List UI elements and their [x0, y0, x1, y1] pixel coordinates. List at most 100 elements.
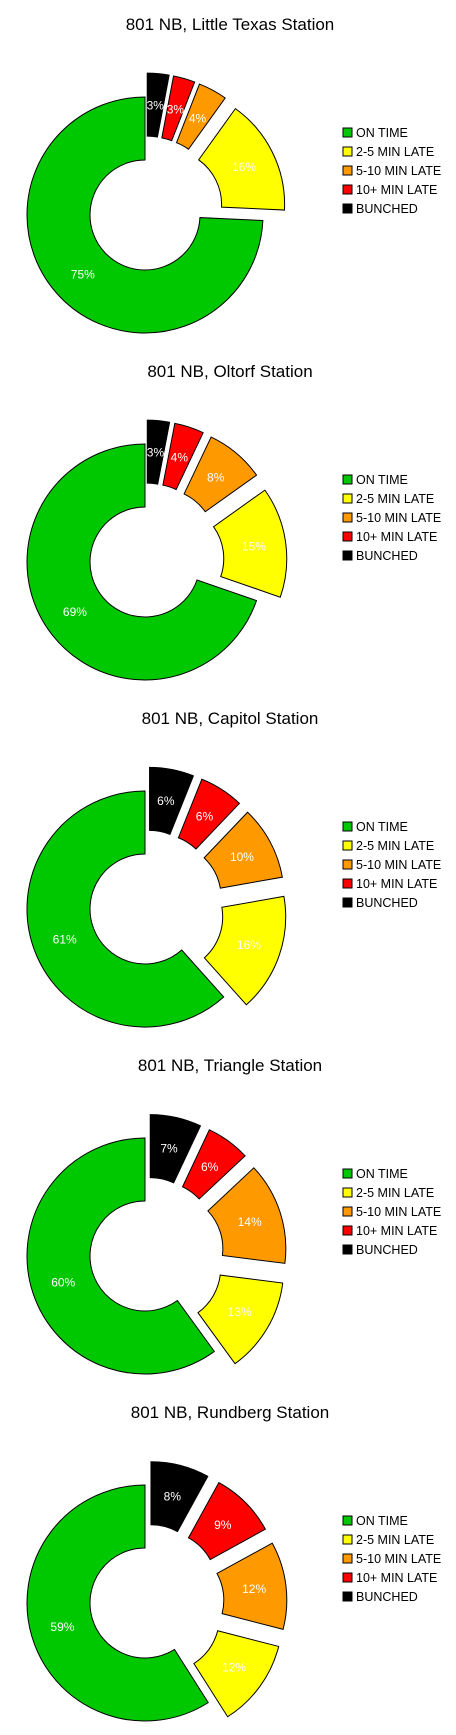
donut-chart-2: 801 NB, Oltorf Station 3% 4% 8% 15% 69% ON TIM… [0, 347, 456, 694]
legend-swatch-on-time [342, 821, 353, 832]
legend-swatch-2-5-min-late [342, 146, 353, 157]
slice-label-2-5-min-late: 13% [228, 1305, 252, 1319]
chart-svg: 801 NB, Capitol Station 6% 6% 10% 16% 61% ON T… [26, 709, 441, 1028]
slice-bunched [149, 766, 195, 836]
legend-swatch-on-time [342, 1515, 353, 1526]
slice-10plus-min-late [177, 778, 241, 850]
slice-5-10-min-late [183, 436, 258, 513]
slice-on-time [26, 96, 264, 334]
donut-chart-3: 801 NB, Capitol Station 6% 6% 10% 16% 61% ON T… [0, 694, 456, 1041]
chart-title: 801 NB, Capitol Station [142, 709, 319, 728]
slice-2-5-min-late [197, 107, 286, 211]
slice-label-5-10-min-late: 8% [207, 471, 225, 485]
slice-5-10-min-late [203, 811, 283, 889]
legend-swatch-5-10-min-late [342, 1553, 353, 1564]
legend-label-10plus-min-late: 10+ MIN LATE [356, 530, 437, 544]
slice-5-10-min-late [207, 1167, 287, 1264]
chart-svg: 801 NB, Little Texas Station 3% 3% 4% 16% 75%… [26, 15, 441, 334]
donut-chart-5: 801 NB, Rundberg Station 8% 9% 12% 12% 59% ON … [0, 1388, 456, 1735]
slice-label-5-10-min-late: 12% [242, 1582, 266, 1596]
chart-svg: 801 NB, Oltorf Station 3% 4% 8% 15% 69% ON TIM… [26, 362, 441, 681]
legend-swatch-10plus-min-late [342, 878, 353, 889]
legend-label-5-10-min-late: 5-10 MIN LATE [356, 1552, 441, 1566]
chart-svg: 801 NB, Rundberg Station 8% 9% 12% 12% 59% ON … [26, 1403, 441, 1722]
legend-label-10plus-min-late: 10+ MIN LATE [356, 183, 437, 197]
slice-label-10plus-min-late: 9% [214, 1518, 232, 1532]
legend-swatch-2-5-min-late [342, 1187, 353, 1198]
chart-svg: 801 NB, Triangle Station 7% 6% 14% 13% 60% ON … [26, 1056, 441, 1375]
legend-swatch-2-5-min-late [342, 493, 353, 504]
slice-on-time [26, 790, 225, 1028]
slice-10plus-min-late [161, 75, 196, 142]
slice-label-5-10-min-late: 10% [230, 850, 254, 864]
legend-swatch-on-time [342, 127, 353, 138]
legend-swatch-10plus-min-late [342, 1572, 353, 1583]
slice-label-2-5-min-late: 16% [232, 160, 256, 174]
legend-label-2-5-min-late: 2-5 MIN LATE [356, 145, 434, 159]
donut-chart-1: 801 NB, Little Texas Station 3% 3% 4% 16% 75%… [0, 0, 456, 347]
legend-label-bunched: BUNCHED [356, 202, 418, 216]
chart-title: 801 NB, Oltorf Station [147, 362, 312, 381]
slice-label-bunched: 8% [164, 1489, 182, 1503]
slice-label-bunched: 3% [147, 445, 165, 459]
legend-label-5-10-min-late: 5-10 MIN LATE [356, 511, 441, 525]
legend-label-5-10-min-late: 5-10 MIN LATE [356, 858, 441, 872]
legend-label-bunched: BUNCHED [356, 1590, 418, 1604]
legend-swatch-10plus-min-late [342, 1225, 353, 1236]
legend-label-bunched: BUNCHED [356, 896, 418, 910]
slice-label-10plus-min-late: 6% [196, 809, 214, 823]
slice-label-2-5-min-late: 12% [222, 1661, 246, 1675]
legend-swatch-5-10-min-late [342, 512, 353, 523]
legend-label-2-5-min-late: 2-5 MIN LATE [356, 1533, 434, 1547]
legend-swatch-5-10-min-late [342, 859, 353, 870]
legend-swatch-5-10-min-late [342, 1206, 353, 1217]
legend-label-2-5-min-late: 2-5 MIN LATE [356, 492, 434, 506]
legend-label-on-time: ON TIME [356, 820, 408, 834]
slice-2-5-min-late [197, 1274, 284, 1365]
slice-10plus-min-late [181, 1129, 246, 1200]
slice-bunched [149, 1114, 202, 1184]
slice-on-time [26, 1484, 209, 1722]
legend-label-on-time: ON TIME [356, 473, 408, 487]
slice-on-time [26, 1137, 216, 1375]
legend-swatch-bunched [342, 1591, 353, 1602]
legend-label-5-10-min-late: 5-10 MIN LATE [356, 164, 441, 178]
slice-label-10plus-min-late: 4% [171, 450, 189, 464]
chart-title: 801 NB, Triangle Station [138, 1056, 322, 1075]
slice-5-10-min-late [175, 83, 226, 150]
slice-label-on-time: 61% [53, 933, 77, 947]
legend-swatch-bunched [342, 203, 353, 214]
legend-label-bunched: BUNCHED [356, 549, 418, 563]
slice-bunched [146, 72, 170, 138]
slice-10plus-min-late [187, 1481, 267, 1561]
legend-swatch-10plus-min-late [342, 531, 353, 542]
legend-label-2-5-min-late: 2-5 MIN LATE [356, 1186, 434, 1200]
legend-label-on-time: ON TIME [356, 1167, 408, 1181]
slice-label-10plus-min-late: 6% [201, 1160, 219, 1174]
slice-label-on-time: 69% [63, 605, 87, 619]
slice-bunched [146, 419, 171, 485]
legend-label-5-10-min-late: 5-10 MIN LATE [356, 1205, 441, 1219]
legend-swatch-2-5-min-late [342, 840, 353, 851]
legend-label-2-5-min-late: 2-5 MIN LATE [356, 839, 434, 853]
slice-label-2-5-min-late: 16% [237, 938, 261, 952]
chart-title: 801 NB, Little Texas Station [126, 15, 335, 34]
slice-label-on-time: 75% [71, 267, 95, 281]
legend-swatch-on-time [342, 474, 353, 485]
slice-label-5-10-min-late: 4% [189, 111, 207, 125]
slice-label-on-time: 60% [51, 1276, 75, 1290]
slice-label-on-time: 59% [50, 1620, 74, 1634]
legend-label-on-time: ON TIME [356, 126, 408, 140]
slice-label-bunched: 3% [147, 98, 165, 112]
slice-on-time [26, 443, 258, 681]
legend-swatch-bunched [342, 550, 353, 561]
slice-label-bunched: 6% [157, 794, 175, 808]
legend-label-10plus-min-late: 10+ MIN LATE [356, 1571, 437, 1585]
slice-2-5-min-late [203, 895, 287, 1006]
legend-swatch-bunched [342, 1244, 353, 1255]
chart-title: 801 NB, Rundberg Station [131, 1403, 329, 1422]
slice-2-5-min-late [212, 489, 288, 598]
slice-bunched [150, 1461, 209, 1533]
legend-label-on-time: ON TIME [356, 1514, 408, 1528]
slice-label-bunched: 7% [160, 1142, 178, 1156]
